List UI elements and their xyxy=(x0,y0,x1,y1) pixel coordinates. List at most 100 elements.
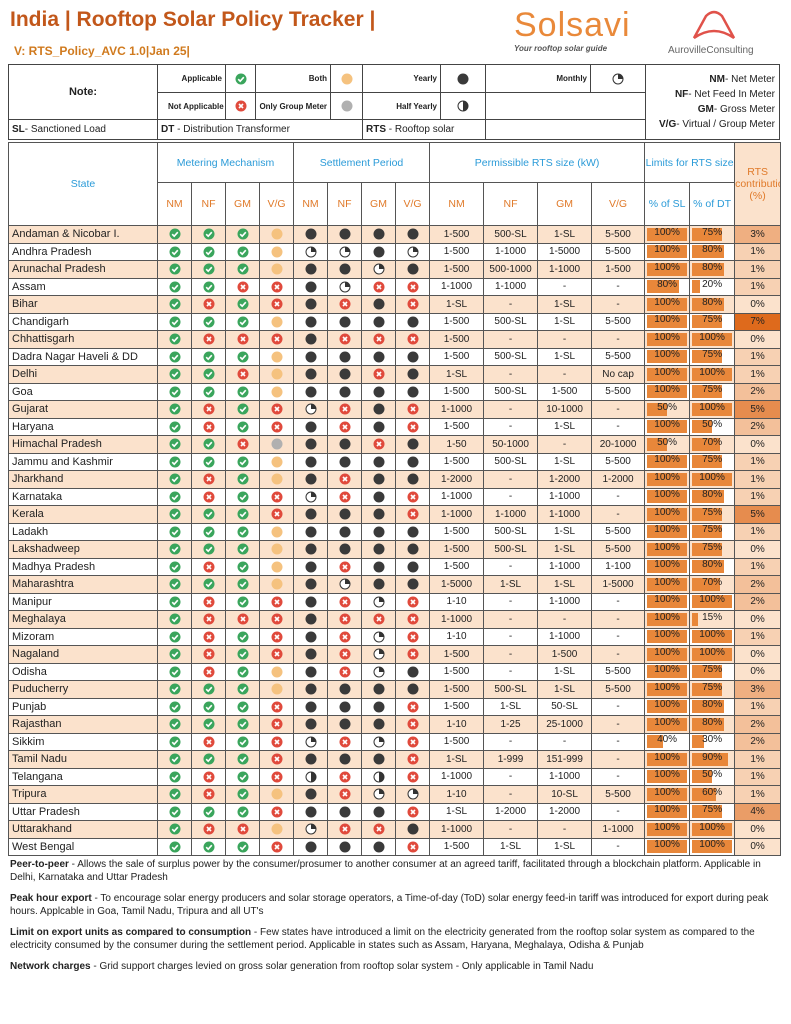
size: - xyxy=(483,470,539,489)
status-cell: Yearly xyxy=(293,382,329,401)
limit-cell: 30% xyxy=(689,732,736,751)
status-cell: Applicable xyxy=(157,505,192,524)
limit-bar xyxy=(647,752,688,766)
disc xyxy=(339,508,351,520)
status-cell: Applicable xyxy=(191,522,226,541)
status-cell: Applicable xyxy=(157,557,192,576)
limit: 20% xyxy=(692,279,732,294)
limit-value: 100% xyxy=(699,366,725,378)
size: 1-10 xyxy=(429,715,485,734)
limit: 100% xyxy=(647,524,688,539)
status-icon: Applicable xyxy=(237,421,248,433)
cross xyxy=(205,599,212,605)
disc xyxy=(169,386,180,398)
status-cell: Yearly xyxy=(361,837,397,856)
limit-bar xyxy=(647,542,688,556)
status-icon: Monthly xyxy=(373,596,385,608)
legend-icon: Monthly xyxy=(590,64,646,93)
size: 151-999 xyxy=(537,750,593,769)
limit: 100% xyxy=(647,559,688,574)
size: - xyxy=(483,487,539,506)
abbr: V/G xyxy=(659,119,677,130)
status-cell: Yearly xyxy=(293,417,329,436)
cross xyxy=(409,844,416,850)
limit-value: 50% xyxy=(657,401,678,413)
status-cell: Yearly xyxy=(293,802,329,821)
abbr-text: - Virtual / Group Meter xyxy=(676,119,775,130)
check xyxy=(205,546,212,553)
notes: Peer-to-peer - Allows the sale of surplu… xyxy=(10,858,782,981)
status-icon: Yearly xyxy=(305,263,317,275)
limit-bar xyxy=(647,455,688,469)
cross xyxy=(341,494,348,500)
status-icon: Not Applicable xyxy=(407,631,419,643)
status-cell: Yearly xyxy=(361,750,397,769)
status-cell: Both xyxy=(258,312,295,331)
quarter xyxy=(618,73,623,79)
cross xyxy=(205,336,212,342)
status-icon: Applicable xyxy=(203,246,214,258)
limit: 75% xyxy=(692,664,732,679)
abbr: DT xyxy=(161,124,175,135)
status-cell: Applicable xyxy=(191,540,226,559)
status-icon: Monthly xyxy=(407,246,419,258)
limit-cell: 80% xyxy=(689,487,736,506)
table-row: GujaratApplicableNot ApplicableApplicabl… xyxy=(8,400,782,419)
state: Kerala xyxy=(8,505,158,524)
status-icon: Both xyxy=(271,561,282,573)
quarter xyxy=(378,649,384,655)
contribution: 3% xyxy=(734,680,782,699)
status-cell: Not Applicable xyxy=(395,487,431,506)
disc xyxy=(305,333,317,345)
legend-icon: Half Yearly xyxy=(440,92,486,120)
size: 1-SL xyxy=(537,575,593,594)
size: 1-500 xyxy=(429,382,485,401)
size: 500-SL xyxy=(483,347,539,366)
limit-cell: 100% xyxy=(644,575,691,594)
status-cell: Yearly xyxy=(361,522,397,541)
status-icon: Not Applicable xyxy=(407,333,419,345)
status-icon: Both xyxy=(271,246,282,258)
status-cell: Yearly xyxy=(327,522,363,541)
disc xyxy=(373,456,385,468)
size: - xyxy=(483,767,539,786)
limit-cell: 100% xyxy=(644,225,691,244)
quarter xyxy=(310,246,316,252)
limit-bar xyxy=(692,805,723,819)
cross xyxy=(273,406,280,412)
status-cell: Yearly xyxy=(361,487,397,506)
contribution: 0% xyxy=(734,610,782,629)
legend-label: Half Yearly xyxy=(362,92,441,120)
status-cell: Yearly xyxy=(361,382,397,401)
disc xyxy=(203,806,214,818)
disc xyxy=(169,368,180,380)
state: Goa xyxy=(8,382,158,401)
check xyxy=(171,546,178,553)
status-icon: Not Applicable xyxy=(339,298,351,310)
check xyxy=(239,389,246,396)
status-icon: Monthly xyxy=(407,788,419,800)
status-cell: Yearly xyxy=(293,452,329,471)
size: 1-1000 xyxy=(429,820,485,839)
status-icon: Applicable xyxy=(237,841,248,853)
limit-bar xyxy=(647,420,688,434)
limit-bar xyxy=(692,385,723,399)
status-icon: Yearly xyxy=(339,753,351,765)
quarter xyxy=(378,789,384,795)
status-cell: Applicable xyxy=(157,277,192,296)
cross xyxy=(205,739,212,745)
status-icon: Not Applicable xyxy=(339,473,351,485)
status-cell: Yearly xyxy=(361,400,397,419)
state: Delhi xyxy=(8,365,158,384)
status-cell: Both xyxy=(258,575,295,594)
size: 1-10 xyxy=(429,592,485,611)
status-icon: Applicable xyxy=(237,526,248,538)
check xyxy=(171,459,178,466)
limit-bar xyxy=(647,402,668,416)
cross xyxy=(239,371,246,377)
check xyxy=(239,686,246,693)
size: 1-5000 xyxy=(591,575,646,594)
check xyxy=(205,354,212,361)
status-cell: Both xyxy=(258,557,295,576)
abbreviation: V/G- Virtual / Group Meter xyxy=(659,117,775,132)
